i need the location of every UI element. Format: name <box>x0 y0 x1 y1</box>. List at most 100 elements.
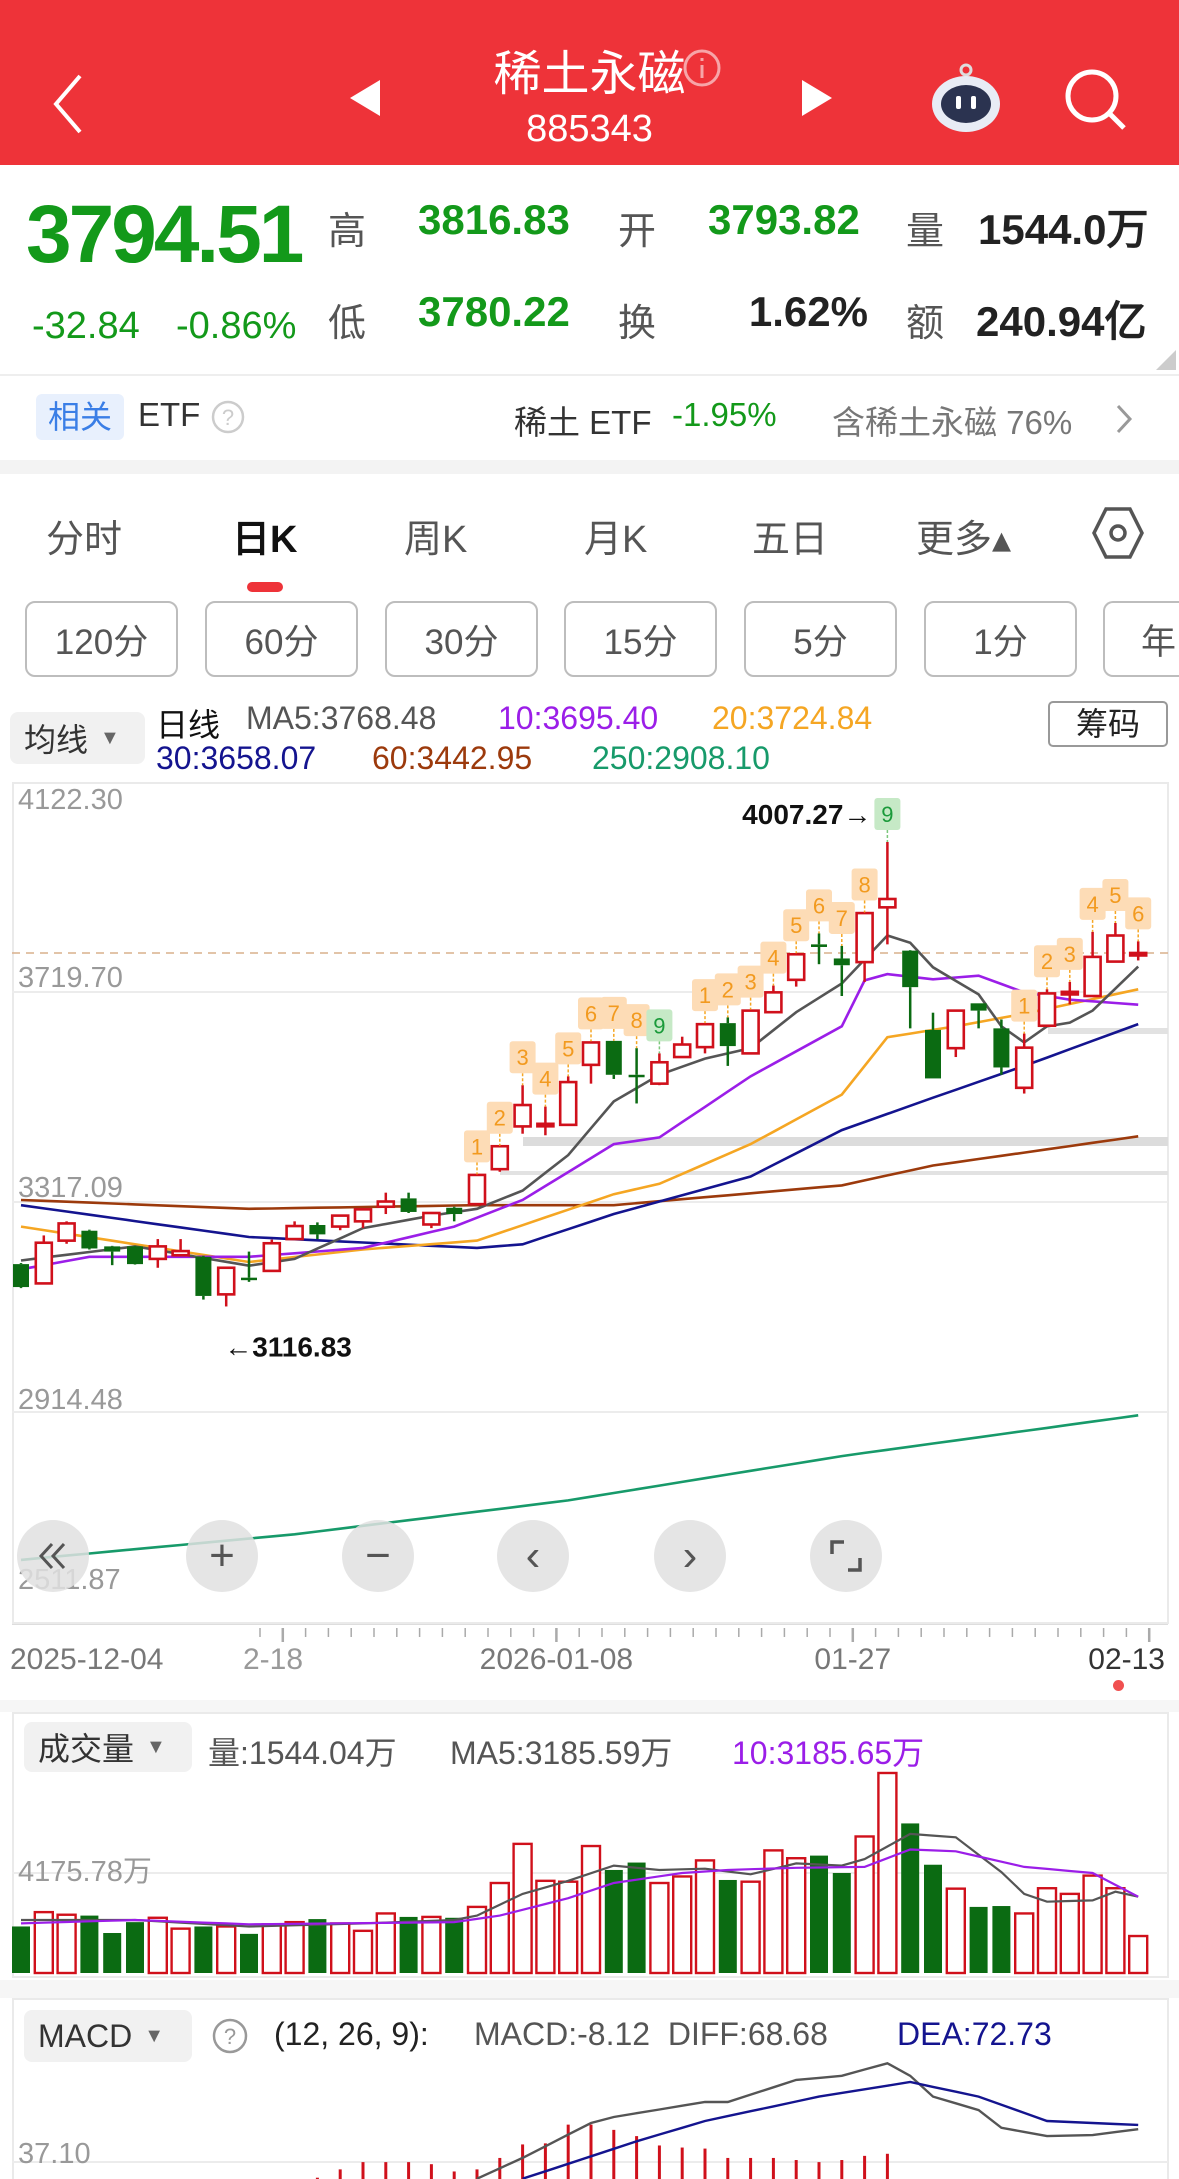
etf-holding: 含稀土永磁 76% <box>832 404 1073 441</box>
signal-box <box>851 868 878 901</box>
candle <box>1014 1033 1034 1094</box>
sequence-signal-label: 4 <box>532 1062 559 1107</box>
fullscreen-button[interactable] <box>810 1520 882 1592</box>
expand-corner-icon[interactable] <box>1156 350 1176 370</box>
volume-bar <box>12 1926 30 1973</box>
candle-body <box>376 1200 396 1209</box>
volume-bar <box>1127 1934 1149 1975</box>
volume-bar <box>810 1855 828 1973</box>
header-bar: 稀土永磁 885343 <box>0 0 1179 165</box>
period-30min-button[interactable]: 30分 <box>385 601 538 677</box>
tab-intraday[interactable]: 分时 <box>46 519 123 561</box>
candle-body <box>34 1241 54 1285</box>
back-icon[interactable] <box>48 72 88 136</box>
signal-box <box>646 1009 673 1042</box>
signal-number: 9 <box>881 802 893 827</box>
tab-more[interactable]: 更多▴ <box>916 519 1012 561</box>
period-5min-button[interactable]: 5分 <box>744 601 897 677</box>
period-year-button[interactable]: 年 <box>1103 601 1179 677</box>
price-change-percent: -0.86% <box>176 305 297 347</box>
signal-number: 4 <box>767 946 779 971</box>
info-icon[interactable] <box>682 48 722 88</box>
candle-body <box>57 1222 76 1242</box>
sequence-signal-label: 7 <box>828 901 855 946</box>
signal-number: 6 <box>585 1001 597 1026</box>
related-etf-row[interactable]: 相关 ETF ? 稀土 ETF -1.95% 含稀土永磁 76% <box>0 376 1179 458</box>
candle-body <box>81 1230 98 1249</box>
tab-weekly-k[interactable]: 周K <box>404 519 468 561</box>
volume-bar <box>466 1905 488 1975</box>
open-label: 开 <box>618 211 657 253</box>
volume-bar <box>786 1857 807 1975</box>
stock-title: 稀土永磁 <box>493 48 686 101</box>
scroll-to-start-button[interactable] <box>17 1520 89 1592</box>
candle <box>446 1206 463 1222</box>
candle <box>558 1076 578 1127</box>
latest-date-dot <box>1113 1680 1124 1691</box>
related-badge: 相关 <box>36 394 124 440</box>
previous-stock-icon[interactable] <box>348 78 382 118</box>
x-axis-ticks <box>12 1624 1168 1642</box>
zoom-in-button[interactable]: + <box>186 1520 258 1592</box>
period-1min-button[interactable]: 1分 <box>924 601 1077 677</box>
y-axis-label: 4122.30 <box>18 784 123 816</box>
help-icon[interactable]: ? <box>210 398 246 436</box>
period-60min-button[interactable]: 60分 <box>205 601 358 677</box>
volume-indicator-dropdown[interactable]: 成交量 ▼ <box>24 1722 192 1772</box>
ma-period-label: 日线 <box>156 707 221 743</box>
signal-box <box>692 979 718 1012</box>
candle <box>376 1192 396 1215</box>
volume-bar <box>877 1771 898 1975</box>
candle-body <box>1014 1046 1034 1090</box>
signal-number: 9 <box>653 1013 665 1038</box>
zoom-out-button[interactable]: − <box>342 1520 414 1592</box>
pan-right-button[interactable]: › <box>654 1520 726 1592</box>
high-price-annotation: 4007.27→ <box>742 799 871 830</box>
signal-number: 5 <box>1109 883 1121 908</box>
next-stock-icon[interactable] <box>800 78 834 118</box>
macd-diff-line <box>476 2062 1139 2179</box>
candle-body <box>400 1198 417 1212</box>
ai-assistant-robot-icon[interactable] <box>928 62 1004 134</box>
signal-number: 3 <box>744 970 756 995</box>
svg-text:?: ? <box>224 2024 236 2049</box>
y-axis-label: 2914.48 <box>18 1384 123 1416</box>
chip-distribution-button[interactable]: 筹码 <box>1048 701 1168 747</box>
pan-left-button[interactable]: ‹ <box>497 1520 569 1592</box>
candle <box>104 1245 121 1266</box>
volume-bar <box>1105 1887 1126 1975</box>
help-icon[interactable]: ? <box>210 2016 250 2056</box>
tab-five-day[interactable]: 五日 <box>752 519 829 561</box>
candle <box>195 1255 212 1300</box>
candle-body <box>878 897 897 909</box>
indicator-dropdown[interactable]: 均线 ▼ <box>10 712 145 764</box>
settings-hexagon-icon[interactable] <box>1090 505 1146 561</box>
candle <box>513 1085 532 1134</box>
candle-body <box>330 1214 350 1228</box>
signal-number: 1 <box>699 983 711 1008</box>
candle-body <box>241 1277 257 1281</box>
volume-value: 1544.0万 <box>978 206 1149 253</box>
volume-bar <box>580 1844 602 1975</box>
sequence-signal-label: 4 <box>760 941 787 986</box>
signal-box <box>828 901 855 934</box>
volume-bar <box>489 1881 510 1975</box>
search-icon[interactable] <box>1062 66 1128 132</box>
macd-indicator-dropdown[interactable]: MACD ▼ <box>24 2010 192 2062</box>
signal-box <box>1079 887 1106 920</box>
macd-chart[interactable] <box>0 1998 1179 2179</box>
candle <box>400 1192 417 1213</box>
signal-number: 1 <box>471 1134 483 1159</box>
signal-box <box>1011 989 1038 1022</box>
signal-box <box>1034 945 1060 978</box>
tab-daily-k[interactable]: 日K <box>232 519 298 561</box>
candle-body <box>695 1022 715 1049</box>
sequence-signal-label: 6 <box>806 889 832 934</box>
signal-box <box>623 1004 650 1037</box>
volume-chart[interactable] <box>0 1712 1179 1978</box>
period-120min-button[interactable]: 120分 <box>25 601 178 677</box>
turnover-label: 换 <box>618 303 657 345</box>
tab-monthly-k[interactable]: 月K <box>584 519 648 561</box>
period-15min-button[interactable]: 15分 <box>564 601 717 677</box>
